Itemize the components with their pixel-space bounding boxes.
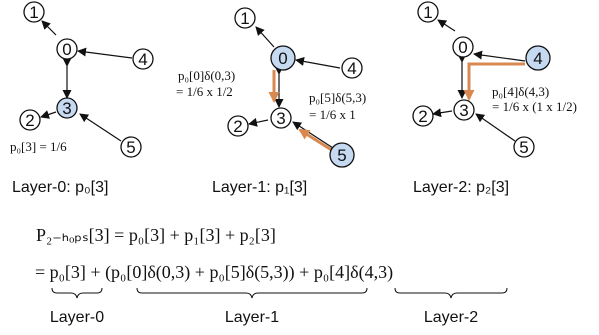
brace-label-layer-0: Layer-0 — [50, 309, 104, 326]
annotation-p0-4-value: = 1/6 x (1 x 1/2) — [492, 99, 577, 114]
panel-layer-0: 1 0 4 3 2 5 p₀[3] = 1/6 Layer-0: p₀[3] — [10, 1, 154, 196]
node-label: 5 — [519, 138, 528, 157]
node-4 — [341, 57, 363, 79]
node-2 — [412, 105, 434, 127]
edge-4-0 — [295, 57, 341, 69]
node-label: 4 — [533, 49, 542, 68]
node-label: 4 — [138, 50, 147, 69]
node-label: 5 — [126, 138, 135, 157]
annotation-p0-3: p₀[3] = 1/6 — [10, 139, 67, 154]
node-label: 0 — [458, 38, 467, 57]
node-4-highlight — [525, 45, 551, 71]
equation: P₂₋ₕₒₚₛ[3] = p₀[3] + p₁[3] + p₂[3] = p₀[… — [35, 225, 508, 326]
node-label: 3 — [459, 101, 468, 120]
underbrace-layer-2 — [394, 287, 508, 299]
edge-4-0 — [77, 47, 133, 59]
node-5 — [120, 136, 142, 158]
edge-4-0 — [473, 50, 526, 62]
edge-0-1 — [437, 19, 456, 32]
node-3-highlight — [56, 97, 78, 119]
node-label: 1 — [29, 3, 38, 22]
node-1 — [417, 1, 439, 23]
node-label: 0 — [278, 49, 287, 68]
edge-3-2 — [432, 108, 453, 118]
node-label: 3 — [62, 99, 71, 118]
node-0 — [56, 38, 78, 60]
edge-5-3 — [292, 121, 334, 149]
node-label: 1 — [240, 9, 249, 28]
node-2 — [19, 109, 41, 131]
node-label: 1 — [423, 3, 432, 22]
panel-layer-2: 1 0 4 3 2 5 p₀[4]δ(4,3) = 1/6 x (1 x 1/2… — [412, 1, 577, 196]
edge-3-2 — [248, 117, 269, 127]
annotation-p0-5-delta: p₀[5]δ(5,3) — [309, 90, 366, 105]
node-4 — [132, 48, 154, 70]
underbrace-layer-1 — [136, 287, 368, 299]
node-label: 2 — [233, 117, 242, 136]
flow-arrow-4-0-3 — [463, 62, 525, 101]
node-2 — [227, 115, 249, 137]
annotation-p0-0-value: = 1/6 x 1/2 — [176, 84, 233, 99]
annotation-p0-5-value: = 1/6 x 1 — [309, 107, 356, 122]
node-0 — [452, 36, 474, 58]
brace-label-layer-1: Layer-1 — [225, 309, 279, 326]
brace-label-layer-2: Layer-2 — [424, 309, 478, 326]
equation-line-1: P₂₋ₕₒₚₛ[3] = p₀[3] + p₁[3] + p₂[3] — [36, 225, 276, 245]
caption-layer-0: Layer-0: p₀[3] — [12, 179, 108, 196]
node-label: 0 — [62, 40, 71, 59]
panel-layer-1: 1 0 4 3 2 5 p₀[0]δ(0,3) = 1/6 x 1/2 p₀[5… — [176, 7, 366, 196]
annotation-p0-4-delta: p₀[4]δ(4,3) — [492, 84, 549, 99]
node-label: 4 — [347, 59, 356, 78]
node-label: 2 — [25, 111, 34, 130]
edge-3-2 — [40, 110, 57, 119]
edge-5-3 — [79, 113, 122, 142]
node-5-highlight — [329, 142, 355, 168]
caption-layer-2: Layer-2: p₂[3] — [413, 179, 509, 196]
node-3 — [270, 107, 292, 129]
underbrace-layer-0 — [51, 287, 103, 299]
node-5 — [513, 136, 535, 158]
edge-0-1 — [41, 20, 57, 36]
equation-line-2: = p₀[3] + (p₀[0]δ(0,3) + p₀[5]δ(5,3)) + … — [35, 262, 393, 283]
caption-layer-1: Layer-1: p₁[3] — [212, 179, 307, 196]
node-3 — [453, 99, 475, 121]
edge-5-3 — [475, 113, 516, 142]
node-label: 2 — [418, 107, 427, 126]
node-1 — [234, 7, 256, 29]
node-label: 5 — [337, 146, 346, 165]
node-1 — [23, 1, 45, 23]
node-label: 3 — [276, 109, 285, 128]
edge-0-1 — [255, 26, 275, 48]
node-0-highlight — [270, 45, 296, 71]
annotation-p0-0-delta: p₀[0]δ(0,3) — [178, 68, 235, 83]
